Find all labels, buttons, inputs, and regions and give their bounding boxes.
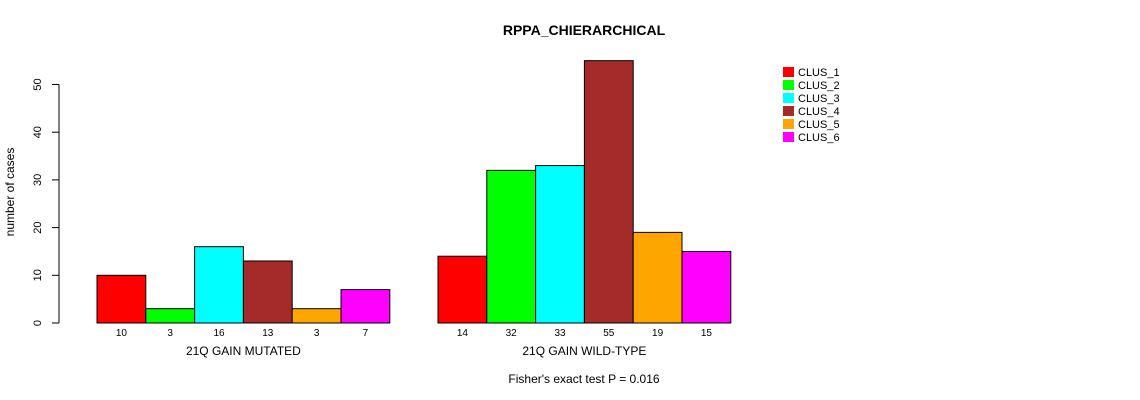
legend-label-clus-2: CLUS_2 bbox=[798, 80, 840, 92]
legend-label-clus-3: CLUS_3 bbox=[798, 93, 840, 105]
bar-clus-3-group-2 bbox=[535, 165, 585, 324]
legend-label-clus-4: CLUS_4 bbox=[798, 106, 840, 118]
legend-label-clus-6: CLUS_6 bbox=[798, 132, 840, 144]
bar-clus-1-group-1 bbox=[96, 274, 147, 324]
y-tick-label: 40 bbox=[32, 126, 44, 138]
bar-count-label: 10 bbox=[116, 328, 128, 339]
chart-title: RPPA_CHIERARCHICAL bbox=[503, 22, 666, 38]
bar-count-label: 16 bbox=[213, 328, 225, 339]
legend-label-clus-5: CLUS_5 bbox=[798, 119, 840, 131]
bar-count-label: 14 bbox=[457, 328, 469, 339]
group-labels-layer: 21Q GAIN MUTATED 21Q GAIN WILD-TYPE bbox=[186, 344, 646, 358]
bar-count-label: 3 bbox=[167, 328, 173, 339]
bar-count-label: 32 bbox=[506, 328, 518, 339]
bar-clus-1-group-2 bbox=[437, 255, 488, 324]
legend-swatch-clus-2 bbox=[783, 80, 794, 90]
y-tick-label: 10 bbox=[32, 269, 44, 281]
y-axis: 0 10 20 30 40 50 bbox=[32, 78, 60, 326]
bar-count-label: 15 bbox=[701, 328, 713, 339]
bar-count-label: 7 bbox=[363, 328, 369, 339]
legend-swatch-clus-4 bbox=[783, 106, 794, 116]
bar-count-label: 19 bbox=[652, 328, 664, 339]
bar-clus-3-group-1 bbox=[194, 246, 244, 324]
y-axis-label: number of cases bbox=[3, 148, 17, 237]
legend-swatch-clus-6 bbox=[783, 132, 794, 142]
y-tick-label: 30 bbox=[32, 174, 44, 186]
bars-layer bbox=[96, 60, 732, 324]
legend-swatch-clus-5 bbox=[783, 119, 794, 129]
count-labels-layer: 10 3 16 13 3 7 14 32 33 55 19 15 bbox=[116, 328, 713, 339]
bar-clus-5-group-2 bbox=[632, 231, 683, 324]
bar-clus-6-group-1 bbox=[340, 289, 391, 324]
bar-count-label: 3 bbox=[314, 328, 320, 339]
bar-clus-2-group-2 bbox=[486, 169, 537, 324]
y-tick-label: 50 bbox=[32, 78, 44, 90]
y-tick-label: 0 bbox=[32, 320, 44, 326]
legend-swatch-clus-1 bbox=[783, 67, 794, 77]
legend-label-clus-1: CLUS_1 bbox=[798, 67, 840, 79]
bar-count-label: 33 bbox=[554, 328, 566, 339]
bar-clus-5-group-1 bbox=[291, 308, 342, 324]
bar-clus-6-group-2 bbox=[681, 250, 732, 324]
group-label-1: 21Q GAIN MUTATED bbox=[186, 344, 301, 358]
bar-clus-4-group-1 bbox=[242, 260, 293, 324]
bar-count-label: 55 bbox=[603, 328, 615, 339]
bar-clus-4-group-2 bbox=[583, 60, 634, 324]
fisher-test-note: Fisher's exact test P = 0.016 bbox=[508, 372, 659, 386]
y-tick-label: 20 bbox=[32, 221, 44, 233]
bar-clus-2-group-1 bbox=[145, 308, 196, 324]
group-label-2: 21Q GAIN WILD-TYPE bbox=[522, 344, 646, 358]
bar-count-label: 13 bbox=[262, 328, 274, 339]
legend-swatch-clus-3 bbox=[783, 93, 794, 103]
